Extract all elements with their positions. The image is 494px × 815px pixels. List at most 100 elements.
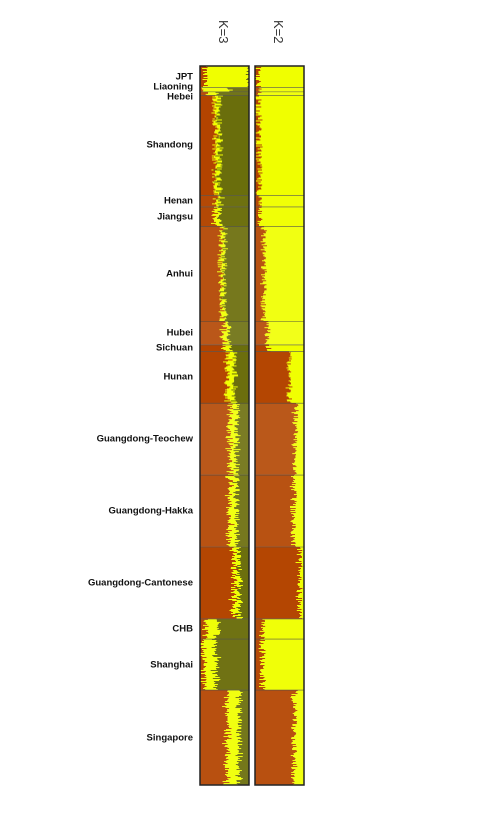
segment-orange: [200, 676, 205, 678]
segment-orange: [255, 711, 296, 713]
segment-orange: [200, 498, 228, 500]
individual-bar: [255, 292, 304, 294]
segment-olive: [238, 411, 249, 413]
segment-yellow: [225, 344, 230, 345]
segment-yellow: [297, 584, 304, 586]
individual-bar: [255, 499, 304, 501]
segment-yellow: [263, 320, 304, 322]
segment-yellow: [297, 438, 304, 440]
segment-yellow: [228, 428, 238, 430]
segment-yellow: [301, 561, 304, 563]
segment-yellow: [299, 587, 304, 589]
segment-yellow: [231, 402, 238, 404]
segment-orange: [255, 206, 262, 208]
individual-bar: [255, 632, 304, 634]
segment-olive: [215, 643, 249, 645]
segment-yellow: [225, 535, 236, 537]
segment-orange: [200, 687, 205, 689]
segment-orange: [255, 649, 264, 651]
segment-orange: [255, 156, 263, 158]
segment-orange: [200, 608, 236, 610]
segment-orange: [200, 530, 232, 532]
segment-yellow: [297, 495, 304, 497]
individual-bar: [200, 412, 249, 414]
segment-yellow: [299, 593, 304, 595]
individual-bar: [200, 284, 249, 286]
segment-yellow: [229, 415, 240, 417]
segment-olive: [235, 388, 249, 390]
segment-orange: [200, 163, 218, 165]
segment-yellow: [259, 200, 304, 202]
segment-yellow: [232, 404, 240, 406]
individual-bar: [255, 169, 304, 171]
segment-orange: [200, 763, 228, 765]
individual-bar: [255, 353, 304, 355]
segment-olive: [235, 452, 249, 454]
segment-yellow: [214, 156, 220, 158]
segment-orange: [255, 214, 259, 216]
segment-yellow: [297, 721, 304, 723]
individual-bar: [200, 590, 249, 592]
individual-bar: [200, 504, 249, 506]
segment-yellow: [300, 573, 304, 575]
individual-bar: [200, 192, 249, 194]
segment-olive: [225, 303, 249, 305]
individual-bar: [200, 349, 249, 352]
individual-bar: [200, 103, 249, 105]
segment-orange: [200, 577, 231, 579]
segment-olive: [239, 583, 249, 585]
segment-yellow: [261, 128, 304, 130]
segment-orange: [200, 209, 215, 211]
segment-olive: [219, 214, 249, 216]
segment-orange: [200, 721, 227, 723]
individual-bar: [200, 672, 249, 674]
individual-bar: [255, 483, 304, 485]
segment-yellow: [257, 178, 304, 180]
individual-bar: [255, 370, 304, 372]
segment-orange: [255, 340, 268, 342]
segment-orange: [255, 544, 291, 546]
segment-orange: [200, 517, 229, 519]
segment-yellow: [203, 688, 217, 690]
segment-yellow: [232, 606, 241, 608]
segment-yellow: [260, 249, 304, 251]
segment-yellow: [297, 415, 304, 417]
segment-yellow: [229, 508, 235, 510]
segment-orange: [255, 594, 299, 596]
individual-bar: [255, 293, 304, 295]
segment-olive: [224, 295, 249, 297]
segment-orange: [255, 608, 298, 610]
segment-orange: [200, 338, 223, 340]
segment-yellow: [233, 547, 241, 549]
segment-yellow: [268, 325, 304, 327]
segment-olive: [227, 228, 249, 230]
segment-olive: [235, 498, 249, 500]
segment-olive: [217, 624, 249, 626]
individual-bar: [200, 236, 249, 238]
individual-bar: [200, 436, 249, 438]
segment-orange: [200, 359, 233, 361]
individual-bar: [200, 776, 249, 778]
segment-orange: [200, 116, 215, 118]
individual-bar: [200, 576, 249, 578]
segment-yellow: [214, 113, 220, 115]
segment-olive: [237, 422, 249, 424]
individual-bar: [255, 311, 304, 313]
segment-orange: [255, 282, 263, 284]
segment-olive: [221, 257, 249, 259]
individual-bar: [255, 491, 304, 493]
segment-orange: [255, 551, 299, 553]
segment-yellow: [216, 133, 223, 135]
segment-orange: [255, 198, 262, 200]
segment-yellow: [218, 311, 227, 313]
segment-orange: [255, 266, 262, 268]
individual-bar: [255, 560, 304, 562]
individual-bar: [200, 149, 249, 151]
segment-olive: [233, 432, 249, 434]
individual-bar: [255, 657, 304, 659]
individual-bar: [255, 132, 304, 134]
segment-olive: [216, 635, 249, 637]
segment-orange: [200, 507, 227, 509]
segment-orange: [255, 415, 298, 417]
segment-yellow: [301, 579, 304, 581]
